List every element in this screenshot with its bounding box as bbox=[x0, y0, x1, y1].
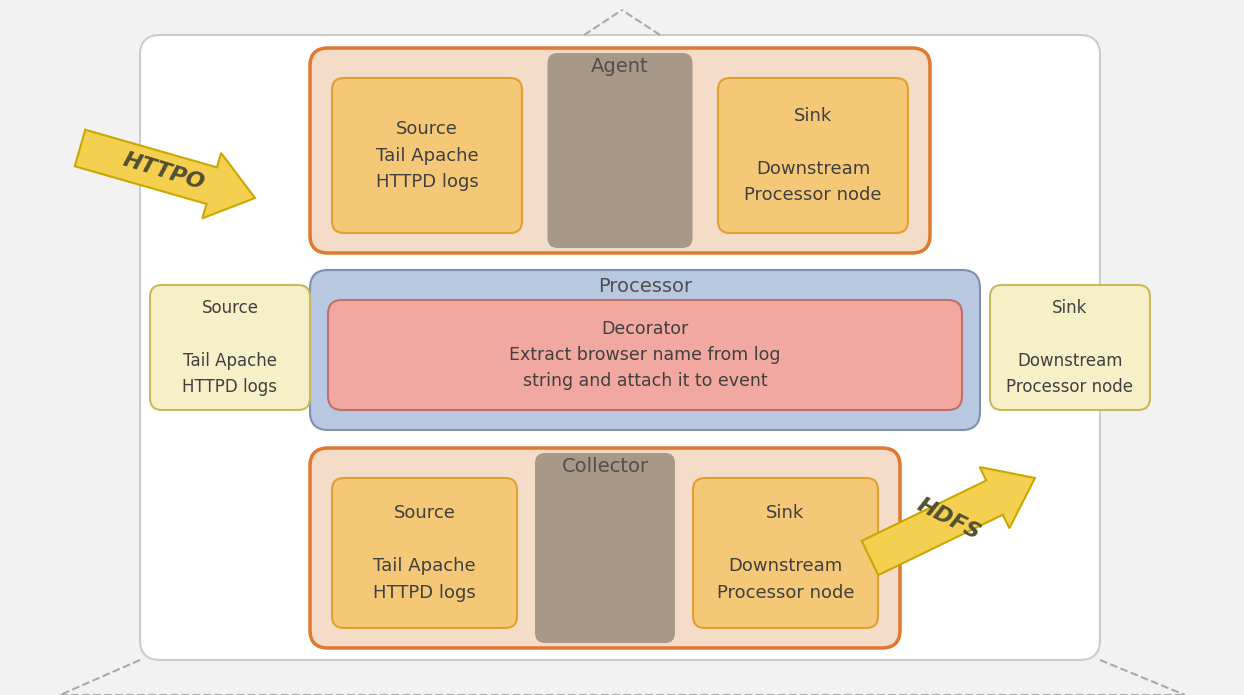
Text: HTTPO: HTTPO bbox=[121, 150, 208, 194]
FancyBboxPatch shape bbox=[693, 478, 878, 628]
Text: Source
Tail Apache
HTTPD logs: Source Tail Apache HTTPD logs bbox=[376, 120, 479, 191]
Text: Source

Tail Apache
HTTPD logs: Source Tail Apache HTTPD logs bbox=[183, 299, 277, 396]
Text: Sink

Downstream
Processor node: Sink Downstream Processor node bbox=[1006, 299, 1133, 396]
Text: HDFS: HDFS bbox=[914, 495, 984, 544]
Text: Source

Tail Apache
HTTPD logs: Source Tail Apache HTTPD logs bbox=[373, 505, 476, 602]
Text: Decorator
Extract browser name from log
string and attach it to event: Decorator Extract browser name from log … bbox=[509, 320, 781, 391]
FancyBboxPatch shape bbox=[718, 78, 908, 233]
FancyBboxPatch shape bbox=[332, 78, 522, 233]
FancyArrow shape bbox=[862, 467, 1035, 575]
FancyBboxPatch shape bbox=[332, 478, 518, 628]
FancyBboxPatch shape bbox=[547, 53, 693, 248]
FancyBboxPatch shape bbox=[141, 35, 1100, 660]
Text: Agent: Agent bbox=[591, 56, 649, 76]
Text: Processor: Processor bbox=[598, 277, 692, 295]
FancyBboxPatch shape bbox=[990, 285, 1149, 410]
FancyBboxPatch shape bbox=[328, 300, 962, 410]
Text: Sink

Downstream
Processor node: Sink Downstream Processor node bbox=[744, 107, 882, 204]
FancyBboxPatch shape bbox=[310, 270, 980, 430]
Text: Sink

Downstream
Processor node: Sink Downstream Processor node bbox=[717, 505, 855, 602]
FancyBboxPatch shape bbox=[310, 48, 931, 253]
FancyArrow shape bbox=[75, 130, 255, 218]
FancyBboxPatch shape bbox=[310, 448, 899, 648]
FancyBboxPatch shape bbox=[535, 453, 675, 643]
Text: Collector: Collector bbox=[561, 457, 648, 475]
FancyBboxPatch shape bbox=[151, 285, 310, 410]
